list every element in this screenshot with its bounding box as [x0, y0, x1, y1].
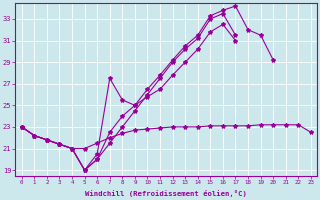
X-axis label: Windchill (Refroidissement éolien,°C): Windchill (Refroidissement éolien,°C) — [85, 190, 247, 197]
